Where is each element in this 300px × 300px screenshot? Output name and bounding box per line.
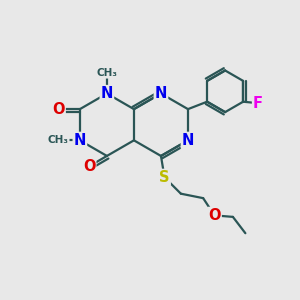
Text: N: N — [182, 133, 194, 148]
Text: O: O — [52, 102, 65, 117]
Text: CH₃: CH₃ — [48, 135, 69, 145]
Text: N: N — [101, 86, 113, 101]
Text: F: F — [253, 96, 263, 111]
Text: N: N — [74, 133, 86, 148]
Text: O: O — [208, 208, 221, 223]
Text: S: S — [159, 170, 170, 185]
Text: N: N — [155, 86, 167, 101]
Text: CH₃: CH₃ — [96, 68, 117, 78]
Text: O: O — [83, 159, 95, 174]
